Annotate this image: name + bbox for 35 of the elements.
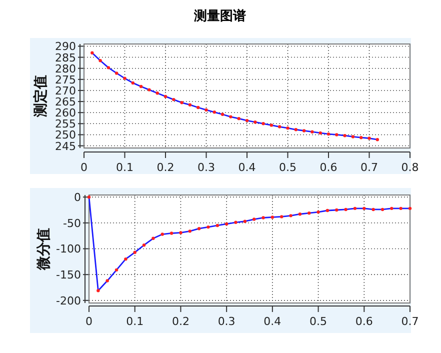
y-tick-label: 285 (55, 51, 76, 64)
x-tick-label: 0.1 (126, 315, 144, 328)
y-tick-label: -150 (56, 268, 81, 282)
x-tick-label: 0 (86, 315, 92, 328)
y-tick-label: 245 (55, 140, 76, 153)
y-tick-label: 275 (55, 73, 76, 86)
y-tick-label: -100 (56, 242, 81, 256)
y-tick-label: 280 (55, 62, 76, 76)
y-tick-label: 255 (55, 118, 76, 131)
x-tick-label: 0.8 (401, 161, 419, 174)
x-tick-label: 0.7 (401, 315, 419, 328)
x-tick-label: 0.2 (156, 161, 174, 174)
y-tick-label: 260 (55, 106, 76, 120)
x-tick-label: 0.2 (172, 315, 190, 328)
x-tick-label: 0.5 (310, 315, 328, 328)
y-axis-title: 测定值 (32, 75, 49, 118)
y-tick-label: 265 (55, 96, 76, 109)
y-axis-title: 微分值 (36, 228, 52, 271)
x-tick-label: 0.7 (360, 161, 378, 174)
x-tick-label: 0.4 (264, 315, 282, 328)
x-tick-label: 0.6 (355, 315, 373, 328)
y-tick-label: 250 (55, 128, 76, 142)
chart-title: 测量图谱 (193, 8, 246, 24)
x-tick-label: 0.4 (238, 161, 256, 174)
y-tick-label: -200 (56, 294, 81, 308)
x-tick-label: 0.5 (279, 161, 296, 174)
y-tick-label: 290 (55, 40, 76, 54)
y-tick-label: -50 (63, 216, 81, 230)
line-series (90, 51, 379, 142)
x-tick-label: 0.6 (320, 161, 338, 174)
y-tick-label: 270 (55, 84, 76, 98)
y-tick-label: 0 (74, 191, 81, 204)
x-tick-label: 0.1 (116, 161, 134, 174)
x-tick-label: 0.3 (198, 161, 215, 174)
x-tick-label: 0.3 (218, 315, 236, 328)
